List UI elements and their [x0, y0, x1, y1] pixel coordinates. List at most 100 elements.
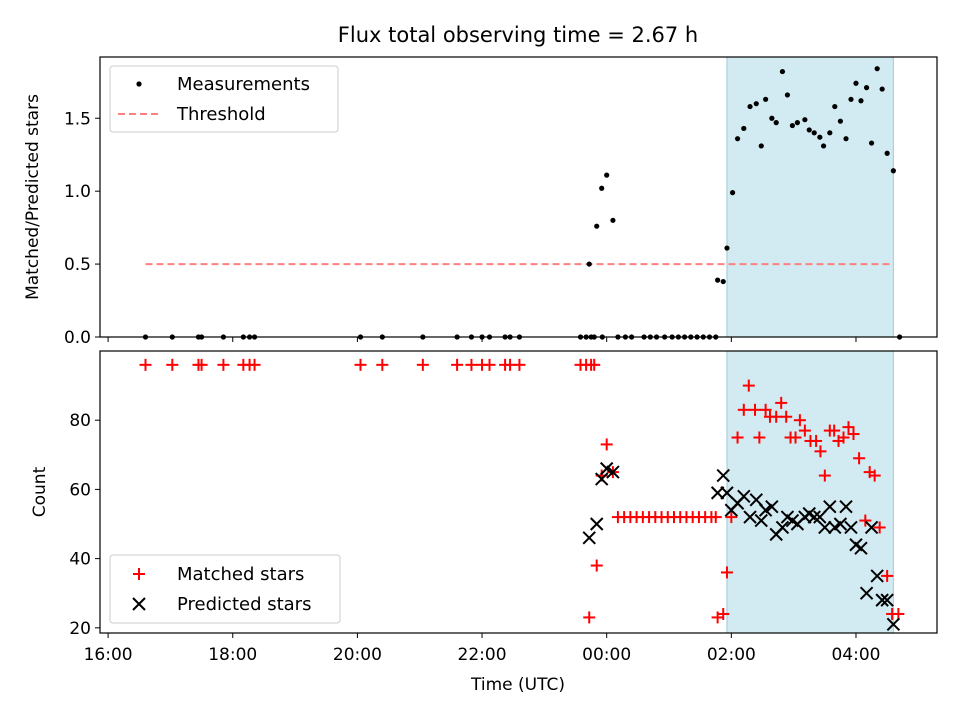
- matched-star-point: [847, 428, 860, 441]
- predicted-star-point: [765, 499, 779, 514]
- measurement-point: [763, 96, 769, 102]
- x-tick-label: 18:00: [208, 645, 257, 665]
- predicted-star-point: [737, 489, 751, 504]
- measurement-point: [868, 140, 875, 146]
- predicted-star-point: [886, 617, 901, 632]
- measurement-point: [837, 118, 843, 124]
- top-panel-y-ticks: 0.0 0.5 1.0 1.5: [64, 109, 100, 348]
- measurement-point: [789, 122, 796, 129]
- matched-star-point: [753, 431, 766, 444]
- legend-predicted-marker: [132, 597, 146, 611]
- measurement-point: [599, 185, 605, 191]
- measurement-point: [874, 66, 880, 72]
- predicted-star-point: [839, 499, 853, 514]
- matched-star-point: [483, 358, 496, 371]
- matched-star-point: [513, 358, 526, 371]
- top-legend: Measurements Threshold: [109, 65, 339, 133]
- matched-star-point: [725, 511, 738, 524]
- matched-star-point: [873, 521, 886, 534]
- predicted-star-point: [859, 586, 874, 600]
- legend-measurements-marker: [136, 81, 142, 87]
- measurement-point: [724, 245, 730, 251]
- predicted-star-point: [754, 513, 768, 528]
- legend-predicted-label: Predicted stars: [177, 594, 311, 615]
- measurement-point: [729, 190, 736, 196]
- measurement-point: [879, 86, 885, 92]
- bottom-legend: Matched stars Predicted stars: [109, 554, 341, 624]
- bottom-y-tick-label: 40: [69, 550, 91, 570]
- matched-star-point: [881, 569, 894, 582]
- bottom-panel-y-label: Count: [30, 466, 50, 517]
- x-tick-label: 00:00: [582, 645, 631, 665]
- predicted-star-point: [880, 593, 894, 607]
- matched-star-point: [354, 358, 367, 371]
- measurement-point: [820, 143, 827, 149]
- predicted-star-point: [599, 461, 614, 476]
- measurement-point: [843, 136, 849, 142]
- measurement-point: [817, 134, 823, 140]
- top-shaded-region: [726, 56, 894, 338]
- matched-star-point: [720, 566, 733, 579]
- measurement-point: [802, 117, 808, 123]
- predicted-star-point: [758, 503, 773, 517]
- x-tick-label: 02:00: [707, 645, 756, 665]
- predicted-star-point: [594, 472, 609, 486]
- bottom-panel-observing-window: [726, 350, 894, 634]
- bottom-legend-box: [109, 554, 341, 624]
- measurement-point: [863, 85, 870, 91]
- x-axis-ticks: 16:00 18:00 20:00 22:00 00:00 02:00 04:00: [84, 337, 880, 665]
- chart-title: Flux total observing time = 2.67 h: [338, 23, 698, 47]
- matched-star-point: [814, 445, 827, 458]
- matched-star-point: [775, 396, 788, 409]
- matched-star-point: [780, 410, 793, 423]
- predicted-star-point: [818, 520, 832, 535]
- matched-star-point: [217, 358, 230, 371]
- matched-star-point: [139, 358, 152, 371]
- predicted-star-point: [582, 531, 596, 545]
- measurement-point: [779, 68, 786, 75]
- predicted-star-point: [807, 510, 821, 524]
- top-panel-frame: [99, 56, 938, 338]
- matched-star-point: [818, 469, 831, 482]
- bottom-panel-frame: [99, 350, 938, 634]
- measurement-point: [594, 223, 600, 229]
- matched-star-point: [759, 403, 772, 416]
- measurement-point: [734, 136, 741, 142]
- measurement-point: [858, 98, 864, 104]
- measurement-point: [806, 127, 812, 133]
- matched-star-point: [195, 358, 208, 371]
- measurement-point: [604, 172, 610, 178]
- predicted-star-point: [833, 517, 848, 531]
- bottom-panel-y-ticks: 20 40 60 80: [69, 411, 100, 639]
- x-axis-label: Time (UTC): [470, 675, 565, 695]
- predicted-star-point: [823, 499, 837, 514]
- measurement-point: [773, 120, 779, 126]
- matched-star-point: [793, 414, 806, 427]
- matched-star-point: [868, 469, 881, 482]
- measurement-point: [769, 115, 775, 121]
- predicted-star-point: [590, 517, 604, 531]
- measurement-point: [720, 278, 726, 285]
- predicted-star-point: [870, 569, 884, 583]
- legend-threshold-label: Threshold: [176, 104, 266, 125]
- predicted-star-point: [875, 593, 889, 607]
- matched-star-point: [837, 431, 850, 444]
- legend-matched-marker: [133, 568, 145, 580]
- measurement-point: [853, 80, 859, 86]
- top-y-tick-label: 1.0: [64, 182, 91, 202]
- predicted-star-points: [582, 461, 901, 632]
- predicted-star-point: [743, 510, 757, 524]
- bottom-shaded-region: [726, 350, 894, 634]
- predicted-star-point: [864, 520, 879, 535]
- bottom-y-tick-label: 60: [69, 480, 91, 500]
- matched-star-point: [416, 358, 429, 371]
- measurement-point: [890, 168, 896, 174]
- top-panel-y-label: Matched/Predicted stars: [23, 94, 43, 300]
- predicted-star-point: [854, 541, 868, 555]
- measurement-points: [142, 66, 903, 340]
- matched-star-point: [600, 438, 613, 451]
- predicted-star-point: [813, 510, 827, 524]
- x-tick-label: 20:00: [333, 645, 382, 665]
- legend-measurements-label: Measurements: [177, 74, 310, 95]
- matched-star-point: [588, 358, 601, 371]
